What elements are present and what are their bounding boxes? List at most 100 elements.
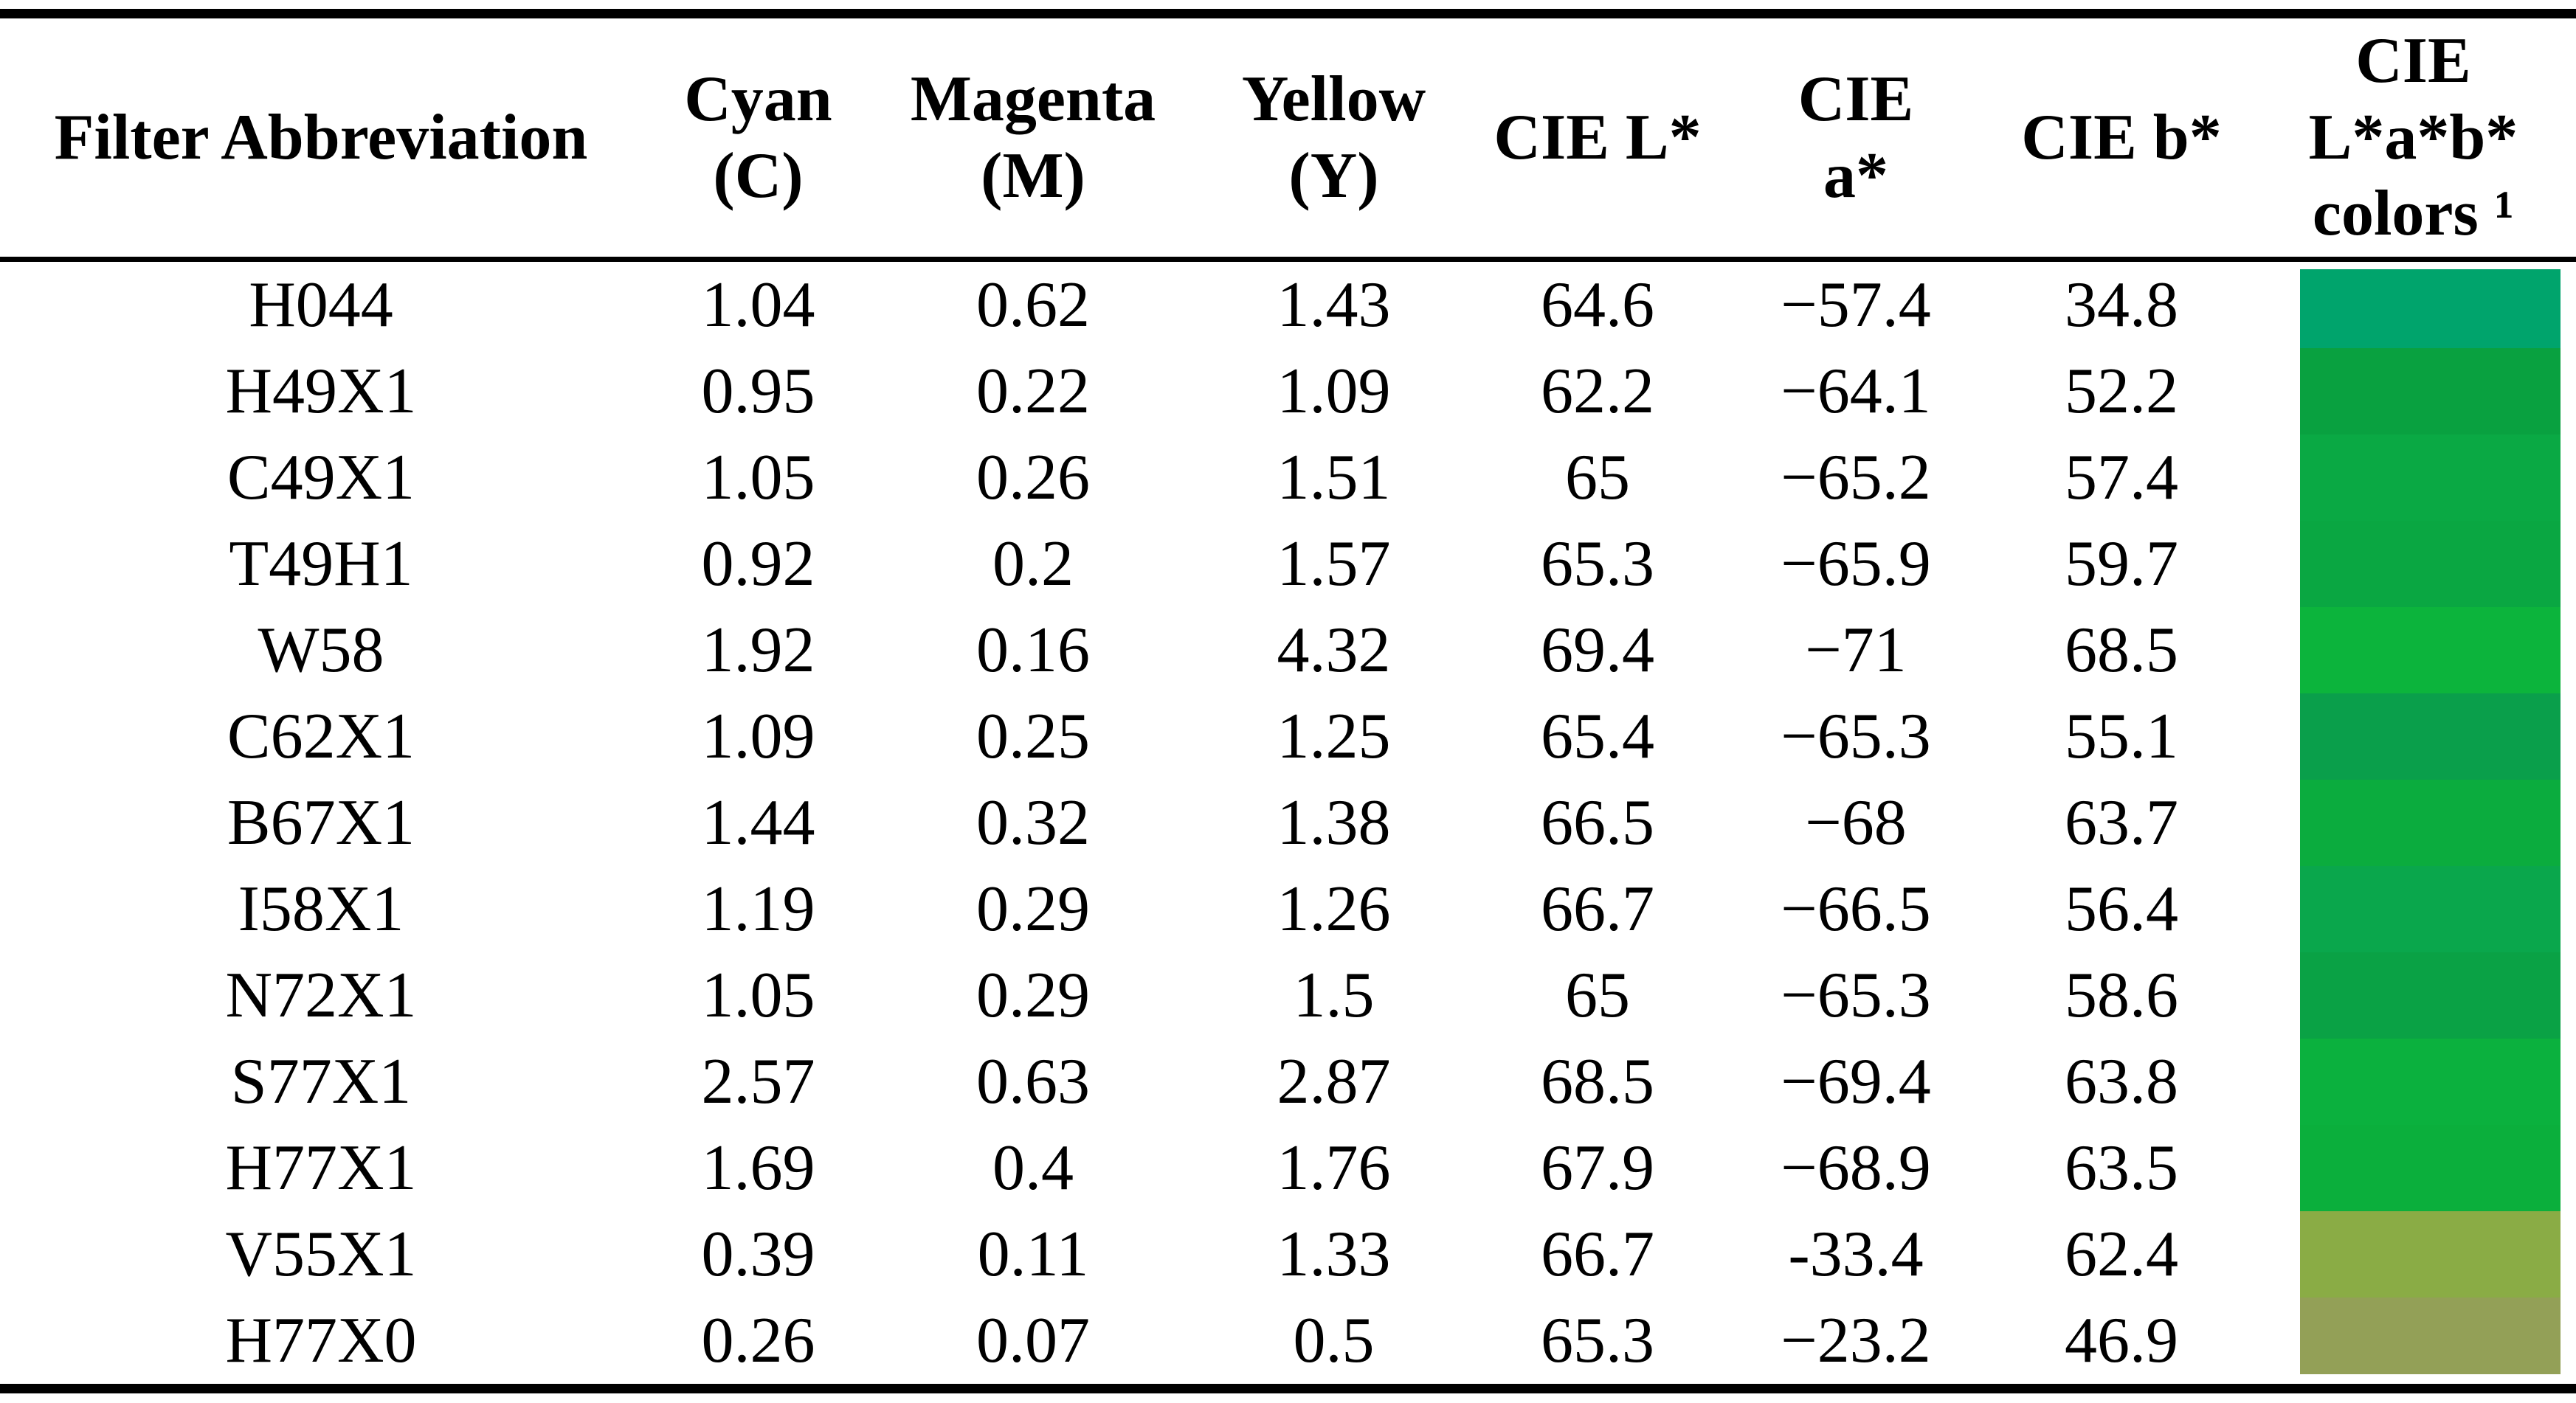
cell-magenta: 0.32 <box>976 787 1090 859</box>
table-header: Filter Abbreviation Cyan (C) Magenta (M)… <box>0 18 2576 262</box>
header-line: (C) <box>713 139 804 212</box>
cell-cie-l: 66.7 <box>1541 873 1654 945</box>
cell-cie-a: −65.3 <box>1781 701 1931 772</box>
cell-filter-abbreviation: B67X1 <box>227 787 415 859</box>
cell-yellow: 1.09 <box>1277 356 1391 427</box>
cell-cyan: 1.09 <box>701 701 815 772</box>
cell-yellow: 1.25 <box>1277 701 1391 772</box>
cell-cie-b: 57.4 <box>2065 442 2178 513</box>
cell-cie-b: 63.7 <box>2065 787 2178 859</box>
col-header-magenta: Magenta (M) <box>874 18 1192 262</box>
header-line: Cyan <box>684 63 832 135</box>
cell-cyan: 1.44 <box>701 787 815 859</box>
cell-cie-a: −65.9 <box>1781 528 1931 600</box>
color-swatch <box>2300 607 2561 693</box>
table-row: C49X1 1.05 0.26 1.51 65 −65.2 57.4 <box>0 434 2576 521</box>
header-line: Yellow <box>1241 63 1426 135</box>
col-header-cie-lab-colors: CIE L*a*b* colors ¹ <box>2251 18 2576 262</box>
color-swatch <box>2300 952 2561 1039</box>
header-line: CIE <box>2355 24 2471 97</box>
table-top-rule <box>0 9 2576 18</box>
cell-cie-lab-color <box>2251 260 2576 348</box>
color-swatch <box>2300 434 2561 521</box>
cell-yellow: 1.57 <box>1277 528 1391 600</box>
cell-cie-lab-color <box>2251 607 2576 693</box>
cell-magenta: 0.62 <box>976 269 1090 341</box>
cell-cie-l: 65.4 <box>1541 701 1654 772</box>
cell-magenta: 0.4 <box>992 1132 1074 1204</box>
cell-magenta: 0.29 <box>976 960 1090 1031</box>
color-swatch <box>2300 1125 2561 1211</box>
cell-cie-lab-color <box>2251 1211 2576 1298</box>
cell-yellow: 2.87 <box>1277 1046 1391 1118</box>
cell-cie-l: 67.9 <box>1541 1132 1654 1204</box>
cell-filter-abbreviation: H49X1 <box>225 356 417 427</box>
cell-yellow: 1.33 <box>1277 1219 1391 1290</box>
cell-cie-a: −57.4 <box>1781 269 1931 341</box>
cell-yellow: 4.32 <box>1277 614 1391 686</box>
cell-filter-abbreviation: T49H1 <box>229 528 413 600</box>
table-row: H044 1.04 0.62 1.43 64.6 −57.4 34.8 <box>0 260 2576 348</box>
header-line: L*a*b* <box>2308 101 2518 173</box>
cell-cie-a: −65.3 <box>1781 960 1931 1031</box>
table-row: H77X0 0.26 0.07 0.5 65.3 −23.2 46.9 <box>0 1298 2576 1384</box>
table-row: C62X1 1.09 0.25 1.25 65.4 −65.3 55.1 <box>0 693 2576 780</box>
cell-cyan: 1.92 <box>701 614 815 686</box>
cell-cie-b: 56.4 <box>2065 873 2178 945</box>
color-swatch <box>2300 269 2561 348</box>
cell-cyan: 1.69 <box>701 1132 815 1204</box>
table-bottom-rule <box>0 1384 2576 1393</box>
col-header-cyan: Cyan (C) <box>642 18 874 262</box>
cell-cie-l: 65 <box>1565 960 1630 1031</box>
cell-filter-abbreviation: H044 <box>249 269 393 341</box>
cell-cie-a: −66.5 <box>1781 873 1931 945</box>
color-swatch <box>2300 1211 2561 1298</box>
cell-cie-lab-color <box>2251 521 2576 607</box>
cell-cie-lab-color <box>2251 693 2576 780</box>
color-swatch <box>2300 693 2561 780</box>
header-line: CIE L* <box>1494 101 1702 173</box>
cell-magenta: 0.26 <box>976 442 1090 513</box>
cell-cie-b: 52.2 <box>2065 356 2178 427</box>
cie-lab-filter-table: Filter Abbreviation Cyan (C) Magenta (M)… <box>0 18 2576 1384</box>
header-line: Filter Abbreviation <box>54 101 588 173</box>
cell-cie-lab-color <box>2251 780 2576 866</box>
cell-cyan: 0.26 <box>701 1305 815 1376</box>
cell-yellow: 1.51 <box>1277 442 1391 513</box>
table-row: H77X1 1.69 0.4 1.76 67.9 −68.9 63.5 <box>0 1125 2576 1211</box>
table-body: H044 1.04 0.62 1.43 64.6 −57.4 34.8 H49X1 0.95 0.… <box>0 260 2576 1385</box>
cell-cie-lab-color <box>2251 1039 2576 1125</box>
color-swatch <box>2300 348 2561 434</box>
cell-yellow: 0.5 <box>1293 1305 1375 1376</box>
cell-cie-lab-color <box>2251 348 2576 434</box>
color-swatch <box>2300 521 2561 607</box>
cell-cie-b: 62.4 <box>2065 1219 2178 1290</box>
col-header-cie-l: CIE L* <box>1476 18 1719 262</box>
cell-yellow: 1.38 <box>1277 787 1391 859</box>
cell-cie-a: −68.9 <box>1781 1132 1931 1204</box>
col-header-cie-a: CIE a* <box>1719 18 1992 262</box>
cell-cie-l: 65.3 <box>1541 1305 1654 1376</box>
header-line: a* <box>1823 139 1888 212</box>
cell-cie-b: 55.1 <box>2065 701 2178 772</box>
cell-cie-a: −69.4 <box>1781 1046 1931 1118</box>
cell-yellow: 1.43 <box>1277 269 1391 341</box>
cell-cie-lab-color <box>2251 952 2576 1039</box>
header-line: CIE b* <box>2021 101 2222 173</box>
cell-cie-b: 63.8 <box>2065 1046 2178 1118</box>
cell-filter-abbreviation: H77X1 <box>225 1132 417 1204</box>
cell-cie-b: 34.8 <box>2065 269 2178 341</box>
cell-cie-b: 68.5 <box>2065 614 2178 686</box>
cell-cie-l: 64.6 <box>1541 269 1654 341</box>
cell-cie-b: 58.6 <box>2065 960 2178 1031</box>
cell-cie-l: 62.2 <box>1541 356 1654 427</box>
cell-cyan: 1.05 <box>701 960 815 1031</box>
cell-cyan: 2.57 <box>701 1046 815 1118</box>
table-row: S77X1 2.57 0.63 2.87 68.5 −69.4 63.8 <box>0 1039 2576 1125</box>
cell-cyan: 0.92 <box>701 528 815 600</box>
cell-filter-abbreviation: C49X1 <box>227 442 415 513</box>
cell-cie-lab-color <box>2251 434 2576 521</box>
cell-cie-l: 69.4 <box>1541 614 1654 686</box>
header-row: Filter Abbreviation Cyan (C) Magenta (M)… <box>0 18 2576 262</box>
table-row: T49H1 0.92 0.2 1.57 65.3 −65.9 59.7 <box>0 521 2576 607</box>
